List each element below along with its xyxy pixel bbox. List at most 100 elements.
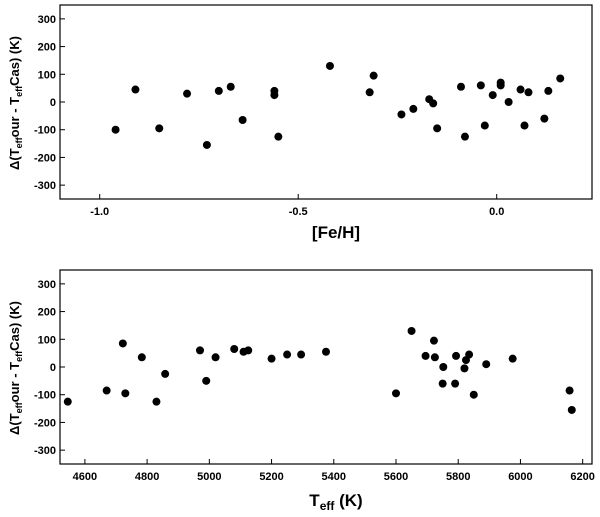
x-tick-label: 5000: [197, 471, 221, 483]
y-ticks-bottom: -300 -200 -100 0 100 200 300: [34, 279, 65, 457]
plot-frame-bottom: [59, 269, 593, 465]
data-point: [397, 110, 406, 119]
x-label-tail: (K): [334, 491, 362, 510]
y-label-sub2: eff: [14, 350, 24, 362]
x-label-main: T: [309, 491, 320, 510]
panel-teff: -300 -200 -100 0 100 200 300 4600 4800 5000 5200 5…: [7, 269, 595, 513]
data-point: [325, 61, 334, 70]
data-point: [152, 397, 161, 406]
y-tick-label: -100: [34, 125, 56, 137]
data-point: [196, 346, 204, 355]
y-label-tail: Cas) (K): [7, 36, 22, 86]
data-point: [111, 125, 120, 134]
data-point: [524, 88, 533, 97]
data-point: [211, 353, 220, 362]
data-point: [565, 386, 574, 395]
x-tick-label: 6000: [508, 471, 532, 483]
data-point: [274, 132, 283, 141]
data-point: [230, 344, 239, 353]
x-tick-label: 4800: [135, 471, 159, 483]
points-top: [111, 61, 565, 149]
data-point: [504, 98, 513, 106]
data-point: [63, 397, 72, 406]
data-point: [283, 350, 292, 359]
y-tick-label: 0: [50, 362, 56, 374]
data-point: [465, 350, 474, 359]
data-point: [488, 91, 497, 100]
x-tick-label: 5400: [322, 471, 346, 483]
data-point: [540, 114, 549, 123]
data-point: [202, 376, 211, 385]
y-label-main: Δ(T: [7, 148, 22, 170]
y-tick-label: 100: [38, 69, 56, 81]
data-point: [438, 379, 447, 388]
y-label-mid: our - T: [7, 362, 22, 402]
x-tick-label: 5200: [259, 471, 283, 483]
y-tick-label: 300: [38, 14, 56, 26]
data-point: [430, 353, 439, 362]
data-point: [238, 116, 247, 125]
data-point: [118, 339, 127, 348]
data-point: [469, 390, 478, 399]
data-point: [131, 85, 140, 94]
data-point: [365, 88, 374, 97]
data-point: [433, 124, 442, 133]
data-point: [520, 121, 529, 130]
data-point: [137, 353, 146, 362]
data-point: [429, 336, 438, 345]
y-tick-label: -200: [34, 417, 56, 429]
points-bottom: [63, 326, 576, 414]
y-label-tail: Cas) (K): [7, 301, 22, 351]
x-tick-label: -1.0: [90, 206, 109, 218]
data-point: [452, 351, 461, 360]
y-label-main: Δ(T: [7, 413, 22, 435]
y-label-sub1: eff: [14, 136, 24, 148]
data-point: [102, 386, 111, 395]
y-ticks-top: -300 -200 -100 0 100 200 300: [34, 14, 65, 192]
data-point: [456, 82, 465, 91]
x-tick-label: 6200: [570, 471, 594, 483]
panel-feh: -300 -200 -100 0 100 200 300 -1.0 -0.5 0.0 [Fe/H…: [7, 4, 593, 242]
y-tick-label: 0: [50, 97, 56, 109]
data-point: [508, 354, 517, 363]
y-tick-label: -300: [34, 180, 56, 192]
x-tick-label: 5600: [384, 471, 408, 483]
data-point: [121, 389, 130, 398]
data-point: [322, 347, 330, 356]
data-point: [155, 124, 164, 133]
data-point: [482, 360, 491, 369]
data-point: [183, 89, 192, 98]
x-axis-label-top: [Fe/H]: [312, 223, 360, 242]
x-tick-label: 5800: [446, 471, 470, 483]
y-tick-label: -300: [34, 445, 56, 457]
x-axis-label-bottom: Teff (K): [309, 491, 362, 513]
y-axis-label-bottom: Δ(Teffour - TeffCas) (K): [7, 301, 24, 435]
data-point: [421, 351, 430, 360]
data-point: [460, 132, 469, 141]
data-point: [496, 81, 505, 90]
data-point: [567, 405, 576, 414]
y-label-mid: our - T: [7, 97, 22, 137]
x-tick-label: 0.0: [489, 206, 504, 218]
data-point: [544, 86, 553, 95]
y-tick-label: -200: [34, 152, 56, 164]
data-point: [244, 346, 253, 355]
data-point: [556, 74, 565, 83]
y-tick-label: 200: [38, 307, 56, 319]
data-point: [476, 81, 485, 90]
data-point: [214, 86, 223, 95]
data-point: [460, 364, 469, 373]
data-point: [161, 369, 170, 378]
data-point: [270, 91, 279, 100]
y-label-sub2: eff: [14, 85, 24, 97]
y-axis-label-top: Δ(Teffour - TeffCas) (K): [7, 36, 24, 170]
data-point: [451, 379, 460, 388]
data-point: [516, 85, 525, 94]
x-tick-label: -0.5: [289, 206, 308, 218]
data-point: [297, 350, 306, 359]
data-point: [226, 82, 235, 91]
x-ticks-bottom: 4600 4800 5000 5200 5400 5600 5800 6000 6200: [73, 459, 595, 483]
data-point: [202, 140, 211, 149]
x-label-sub: eff: [320, 499, 336, 513]
